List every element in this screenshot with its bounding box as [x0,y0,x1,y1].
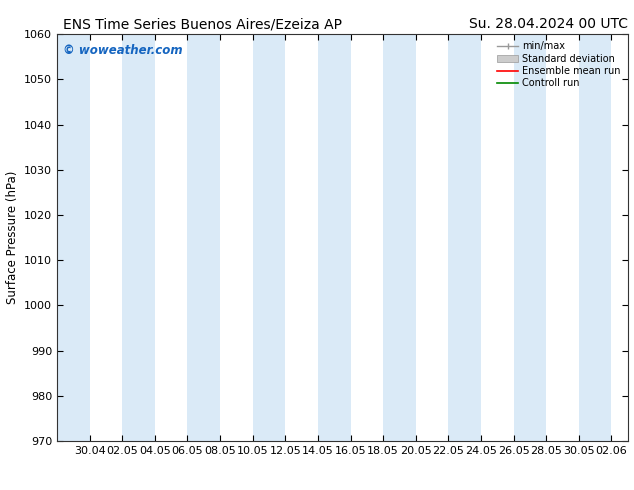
Text: ENS Time Series Buenos Aires/Ezeiza AP: ENS Time Series Buenos Aires/Ezeiza AP [63,17,342,31]
Bar [253,34,285,441]
Y-axis label: Surface Pressure (hPa): Surface Pressure (hPa) [6,171,18,304]
Bar [383,34,416,441]
Bar [514,34,546,441]
Bar [448,34,481,441]
Bar [318,34,351,441]
Legend: min/max, Standard deviation, Ensemble mean run, Controll run: min/max, Standard deviation, Ensemble me… [495,39,623,90]
Bar [579,34,611,441]
Text: Su. 28.04.2024 00 UTC: Su. 28.04.2024 00 UTC [469,17,628,31]
Text: © woweather.com: © woweather.com [63,45,183,57]
Bar [122,34,155,441]
Bar [188,34,220,441]
Bar [57,34,89,441]
